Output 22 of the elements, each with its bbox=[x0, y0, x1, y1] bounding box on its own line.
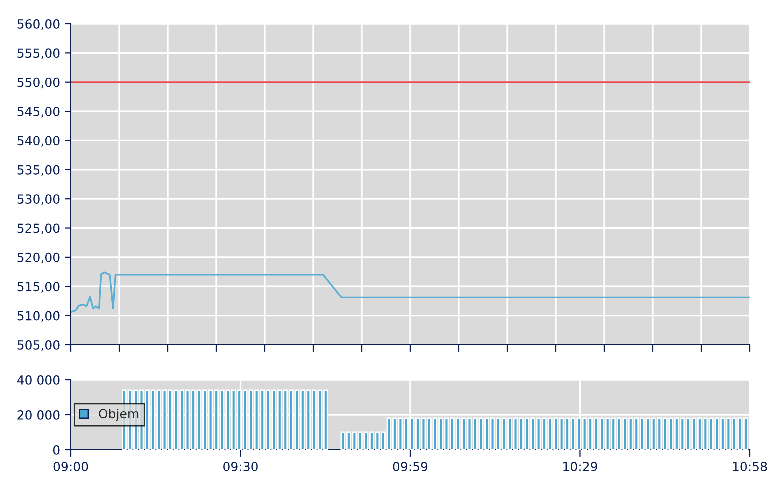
x-tick-label: 10:58 bbox=[733, 462, 768, 472]
y-tick-label: 555,00 bbox=[18, 48, 60, 60]
x-tick-label: 09:00 bbox=[54, 462, 88, 472]
x-tick-label: 09:30 bbox=[224, 462, 258, 472]
y-tick-label: 20 000 bbox=[18, 410, 60, 420]
line-series bbox=[71, 272, 750, 314]
y-tick-label: 540,00 bbox=[18, 136, 60, 147]
y-tick-label: 535,00 bbox=[18, 165, 60, 176]
x-tick-label: 09:59 bbox=[393, 462, 428, 472]
y-tick-label: 525,00 bbox=[18, 224, 60, 234]
x-tick-label: 10:29 bbox=[564, 462, 598, 472]
legend-label: Objem bbox=[99, 408, 139, 422]
y-tick-label: 510,00 bbox=[18, 311, 60, 322]
y-tick-label: 505,00 bbox=[18, 340, 60, 352]
y-tick-label: 0 bbox=[53, 445, 60, 455]
y-tick-label: 520,00 bbox=[18, 252, 60, 264]
y-tick-label: 560,00 bbox=[18, 19, 60, 30]
y-tick-label: 515,00 bbox=[18, 282, 60, 293]
y-tick-label: 40 000 bbox=[17, 375, 60, 385]
y-tick-label: 530,00 bbox=[18, 194, 60, 206]
y-tick-label: 545,00 bbox=[18, 107, 60, 118]
y-tick-label: 550,00 bbox=[18, 78, 60, 89]
